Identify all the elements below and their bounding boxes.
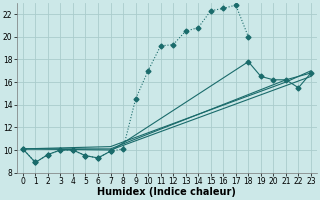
- X-axis label: Humidex (Indice chaleur): Humidex (Indice chaleur): [98, 187, 236, 197]
